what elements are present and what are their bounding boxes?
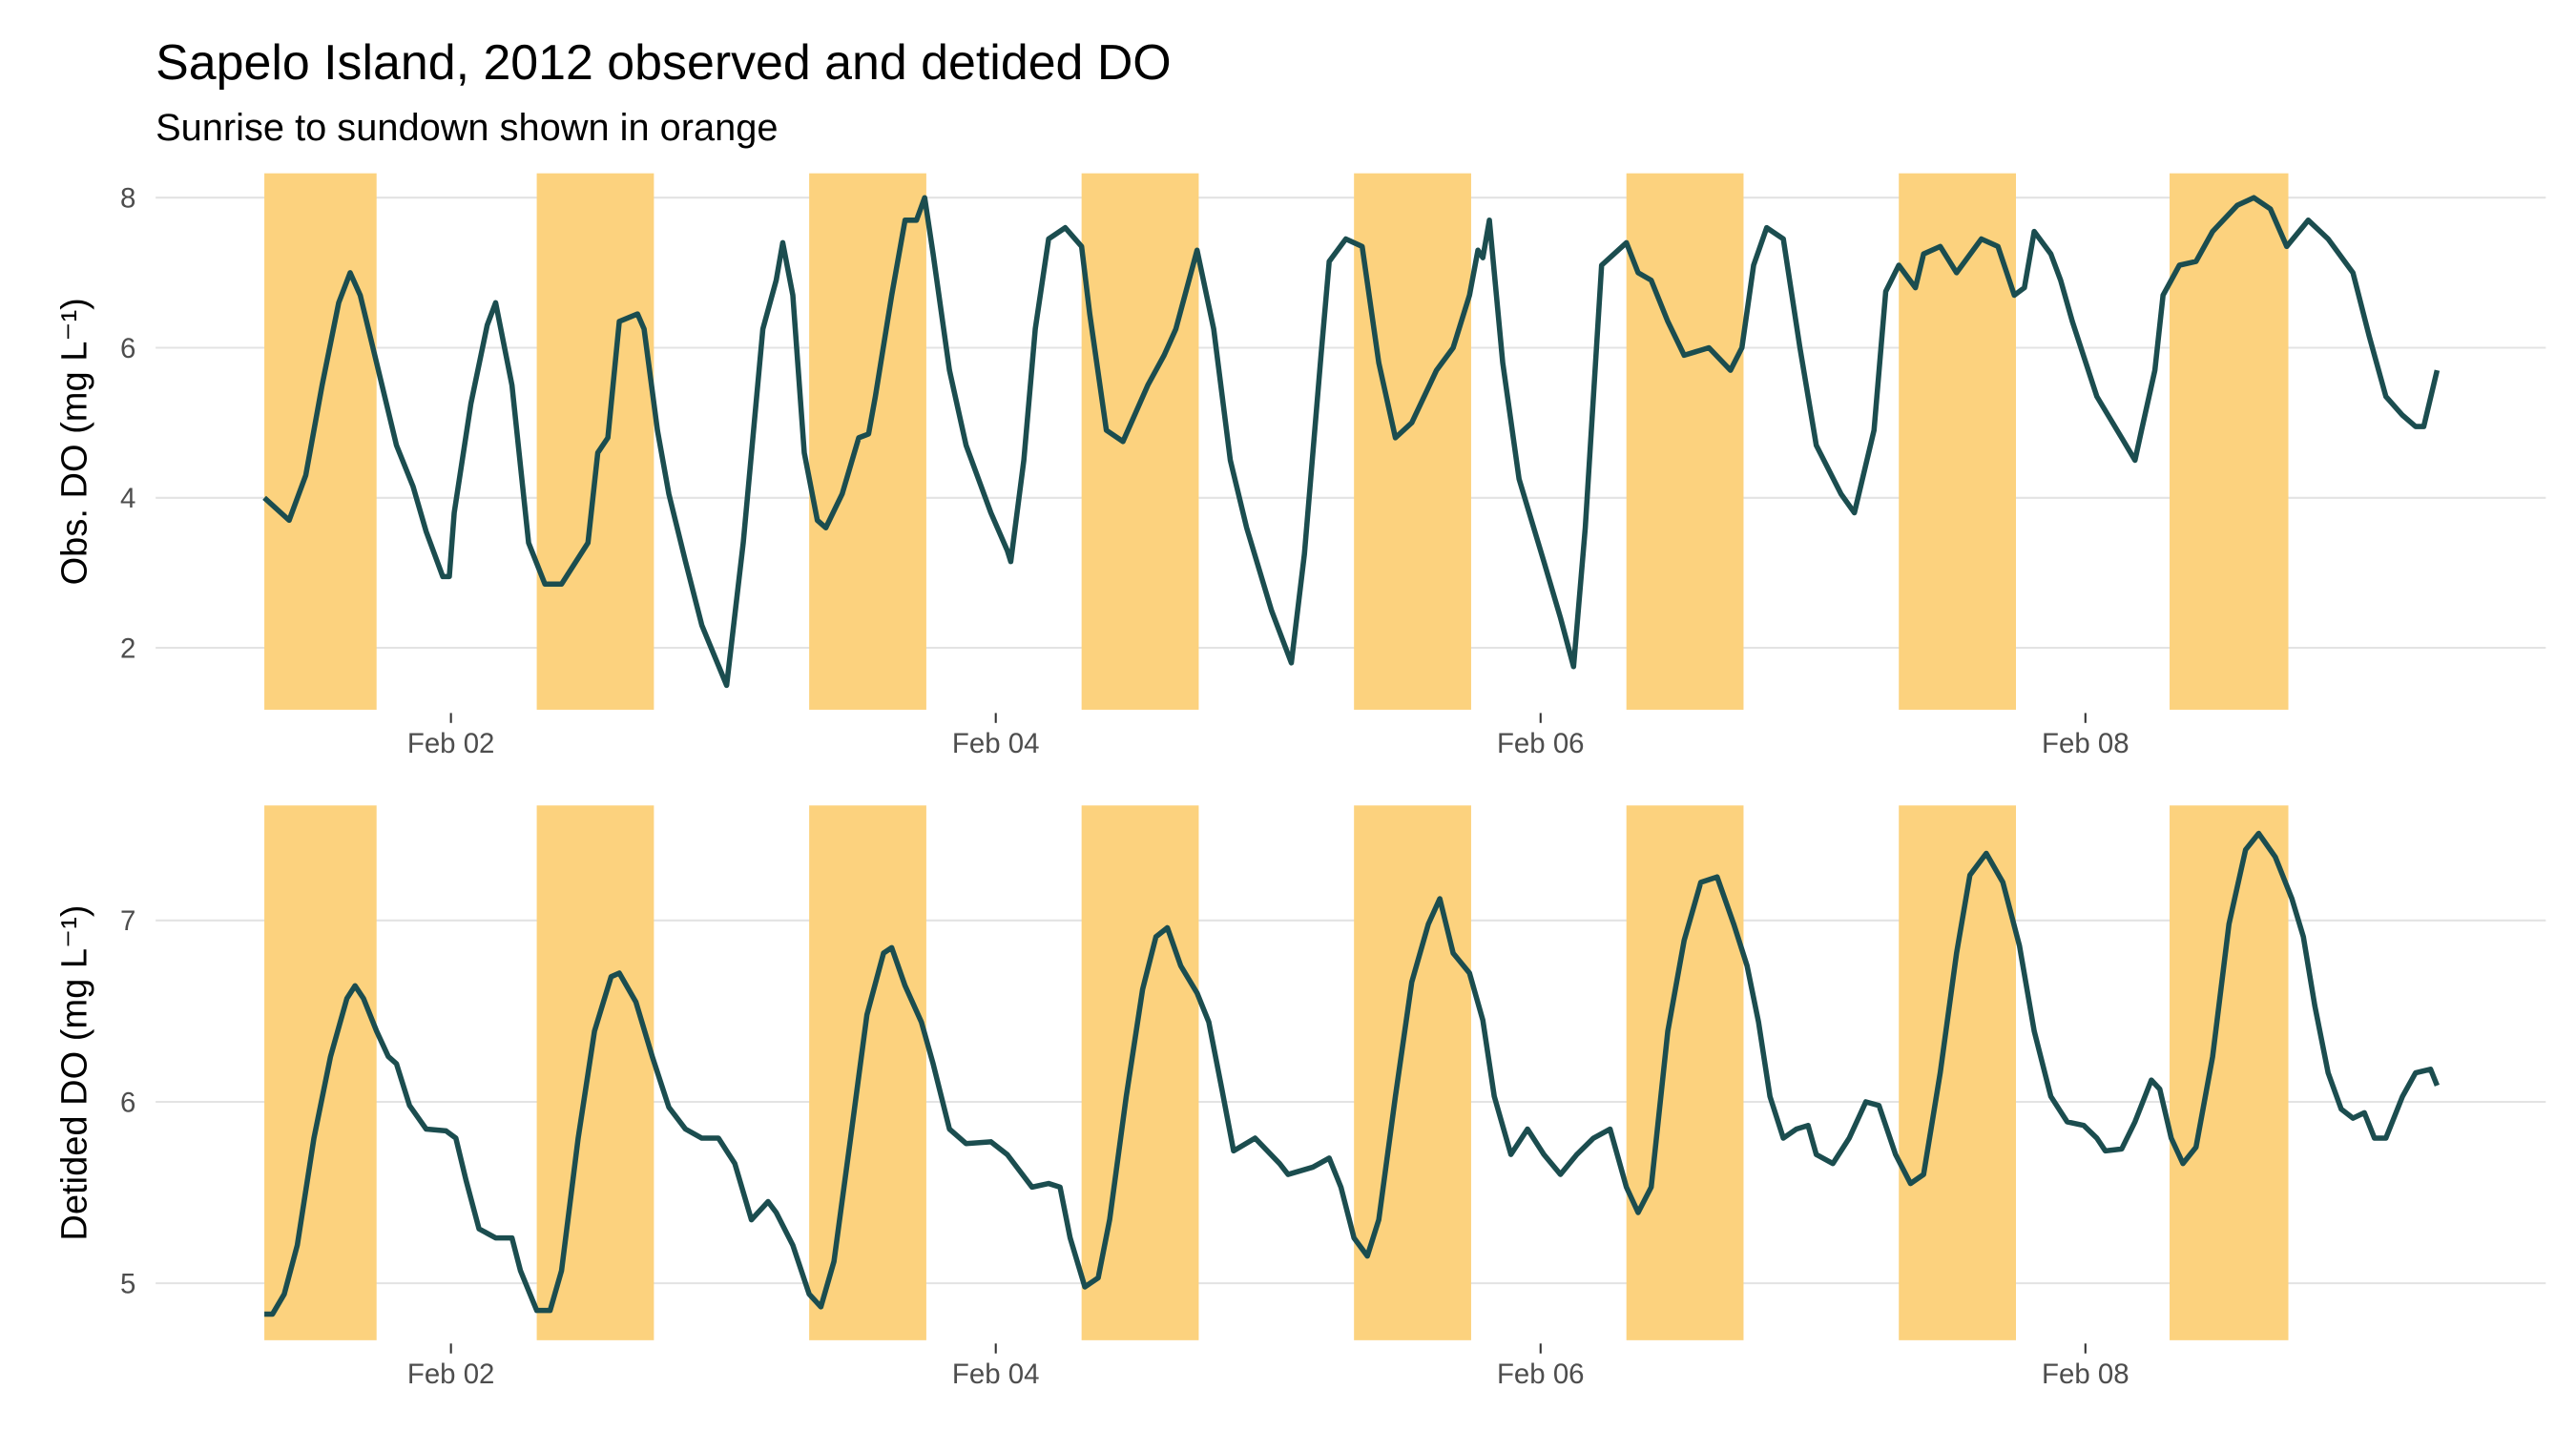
y-tick-label: 8 [120, 183, 135, 215]
daylight-band [1626, 173, 1744, 710]
x-tick-label: Feb 02 [407, 1358, 495, 1390]
daylight-band [1081, 173, 1199, 710]
daylight-band [264, 173, 377, 710]
daylight-band [1899, 805, 2016, 1340]
y-tick-label: 6 [120, 333, 135, 364]
x-tick-label: Feb 06 [1497, 728, 1585, 759]
daylight-band [536, 173, 654, 710]
x-tick-label: Feb 04 [952, 1358, 1040, 1390]
daylight-band [1899, 173, 2016, 710]
daylight-band [1626, 805, 1744, 1340]
daylight-band [1354, 805, 1471, 1340]
daylight-band [2170, 173, 2289, 710]
x-tick-label: Feb 08 [2042, 1358, 2129, 1390]
y-tick-label: 2 [120, 633, 135, 664]
x-tick-label: Feb 02 [407, 728, 495, 759]
y-axis-title: Obs. DO (mg L⁻¹) [54, 298, 94, 585]
daylight-band [2170, 805, 2289, 1340]
chart-subtitle: Sunrise to sundown shown in orange [156, 107, 778, 149]
daylight-band [809, 173, 926, 710]
x-tick-label: Feb 08 [2042, 728, 2129, 759]
y-axis-title: Detided DO (mg L⁻¹) [54, 905, 94, 1241]
y-tick-label: 7 [120, 905, 135, 937]
chart-title: Sapelo Island, 2012 observed and detided… [156, 34, 1172, 90]
daylight-band [536, 805, 654, 1340]
y-tick-label: 6 [120, 1087, 135, 1118]
daylight-band [809, 805, 926, 1340]
x-tick-label: Feb 06 [1497, 1358, 1585, 1390]
daylight-band [264, 805, 377, 1340]
data-line [264, 830, 2440, 1317]
y-tick-label: 5 [120, 1269, 135, 1300]
data-line [262, 195, 2441, 689]
daylight-band [1354, 173, 1471, 710]
x-tick-label: Feb 04 [952, 728, 1040, 759]
y-tick-label: 4 [120, 483, 135, 514]
